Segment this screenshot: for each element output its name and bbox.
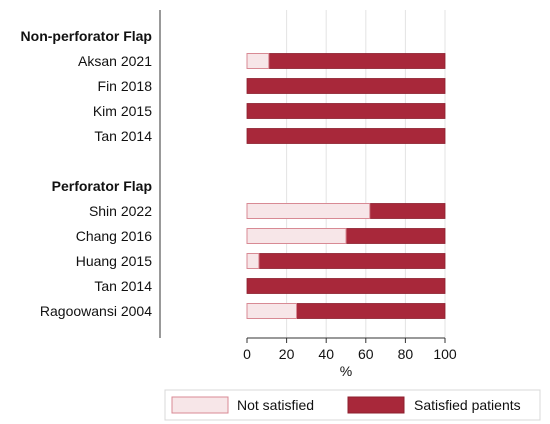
row-label: Huang 2015 bbox=[76, 253, 153, 269]
x-tick-label: 20 bbox=[279, 346, 295, 362]
bar-satisfied bbox=[296, 303, 446, 319]
bar-satisfied bbox=[345, 228, 446, 244]
bar-not-satisfied bbox=[246, 253, 260, 269]
group-label: Non-perforator Flap bbox=[21, 28, 152, 44]
x-tick-label: 80 bbox=[398, 346, 414, 362]
row-label: Ragoowansi 2004 bbox=[40, 303, 152, 319]
row-label: Tan 2014 bbox=[94, 278, 152, 294]
legend-swatch-not-satisfied bbox=[171, 396, 229, 414]
bar-satisfied bbox=[246, 103, 446, 119]
bar-satisfied bbox=[369, 203, 446, 219]
x-tick-label: 40 bbox=[318, 346, 334, 362]
row-label: Kim 2015 bbox=[93, 103, 152, 119]
legend-label-satisfied: Satisfied patients bbox=[414, 397, 521, 413]
bar-not-satisfied bbox=[246, 228, 347, 244]
legend-swatch-satisfied bbox=[347, 396, 405, 414]
x-tick-label: 60 bbox=[358, 346, 374, 362]
row-label: Tan 2014 bbox=[94, 128, 152, 144]
bar-not-satisfied bbox=[246, 203, 371, 219]
group-label: Perforator Flap bbox=[52, 178, 152, 194]
bar-not-satisfied bbox=[246, 53, 270, 69]
row-label: Chang 2016 bbox=[76, 228, 153, 244]
bar-satisfied bbox=[246, 78, 446, 94]
row-label: Shin 2022 bbox=[89, 203, 152, 219]
bar-not-satisfied bbox=[246, 303, 297, 319]
row-label: Aksan 2021 bbox=[78, 53, 152, 69]
legend-label-not-satisfied: Not satisfied bbox=[237, 397, 314, 413]
x-tick-label: 0 bbox=[243, 346, 251, 362]
x-tick-label: 100 bbox=[433, 346, 457, 362]
bar-satisfied bbox=[258, 253, 446, 269]
bar-satisfied bbox=[246, 278, 446, 294]
row-label: Fin 2018 bbox=[98, 78, 153, 94]
x-axis-title: % bbox=[340, 363, 352, 379]
bar-satisfied bbox=[268, 53, 446, 69]
bar-satisfied bbox=[246, 128, 446, 144]
